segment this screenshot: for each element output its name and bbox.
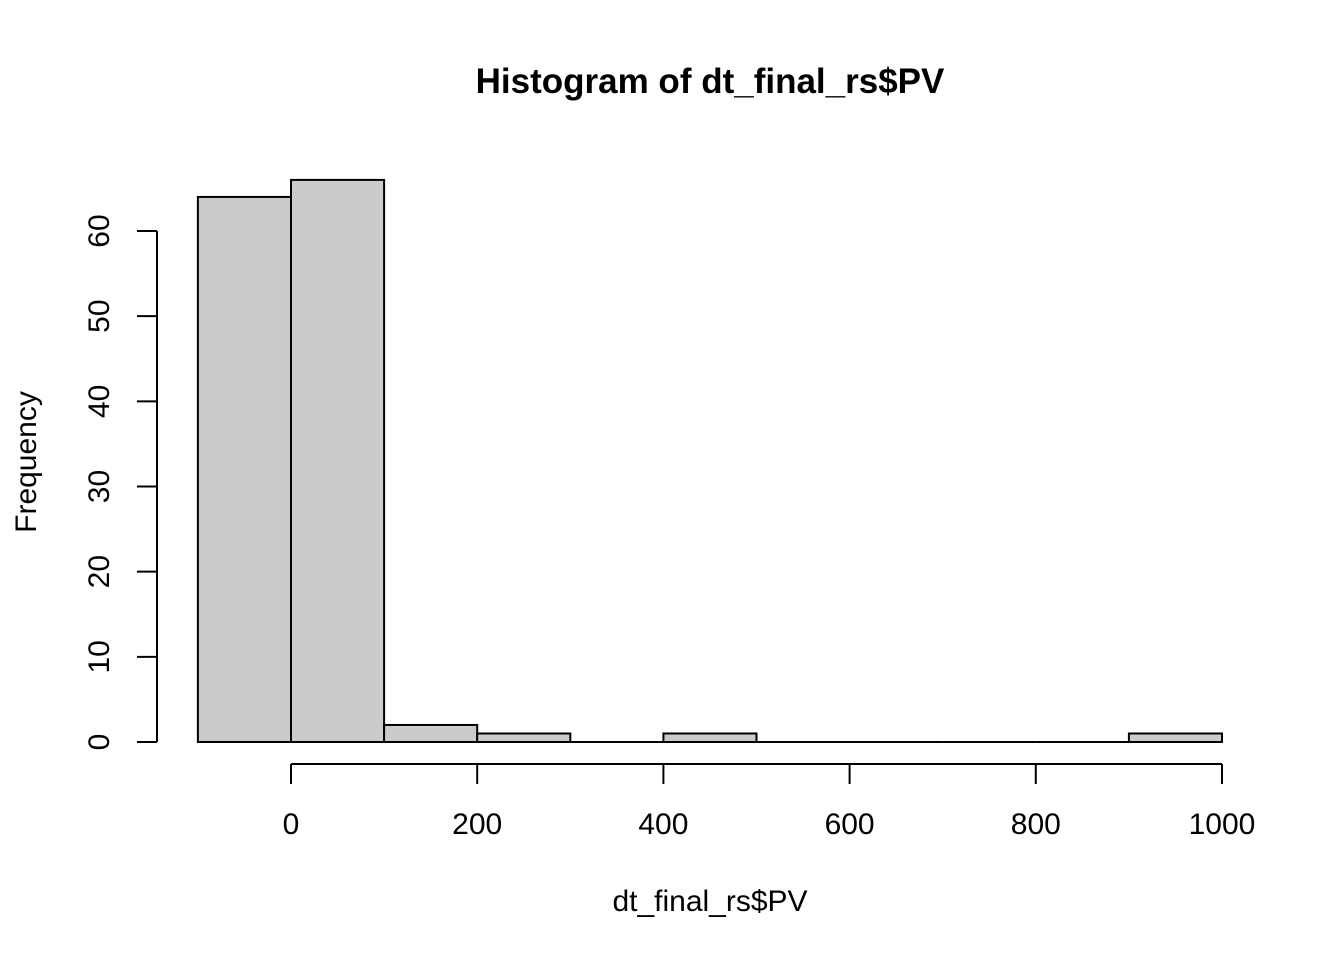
x-tick-label: 400 <box>638 808 688 841</box>
y-tick-label: 30 <box>83 470 116 503</box>
x-tick-label: 600 <box>825 808 875 841</box>
y-tick-label: 10 <box>83 640 116 673</box>
histogram-bar <box>383 723 479 744</box>
chart-title: Histogram of dt_final_rs$PV <box>476 62 945 101</box>
histogram-bar <box>1127 732 1224 744</box>
x-axis: 0 200 400 600 800 1000 <box>283 763 1256 841</box>
x-tick-label: 800 <box>1011 808 1061 841</box>
x-tick-label: 1000 <box>1189 808 1256 841</box>
histogram-bar <box>290 178 386 743</box>
y-tick-label: 0 <box>83 734 116 751</box>
histogram-bar <box>662 732 758 744</box>
y-tick-label: 20 <box>83 555 116 588</box>
histogram-bar <box>196 195 292 743</box>
bars-group <box>196 178 1224 744</box>
x-axis-label: dt_final_rs$PV <box>612 885 807 918</box>
histogram-bar <box>476 732 572 744</box>
y-axis-label: Frequency <box>10 391 43 533</box>
y-tick-label: 60 <box>83 214 116 247</box>
x-tick-label: 200 <box>452 808 502 841</box>
x-tick-label: 0 <box>283 808 300 841</box>
y-axis: 0 10 20 30 40 50 60 <box>83 214 158 751</box>
y-tick-label: 40 <box>83 385 116 418</box>
y-tick-label: 50 <box>83 299 116 332</box>
